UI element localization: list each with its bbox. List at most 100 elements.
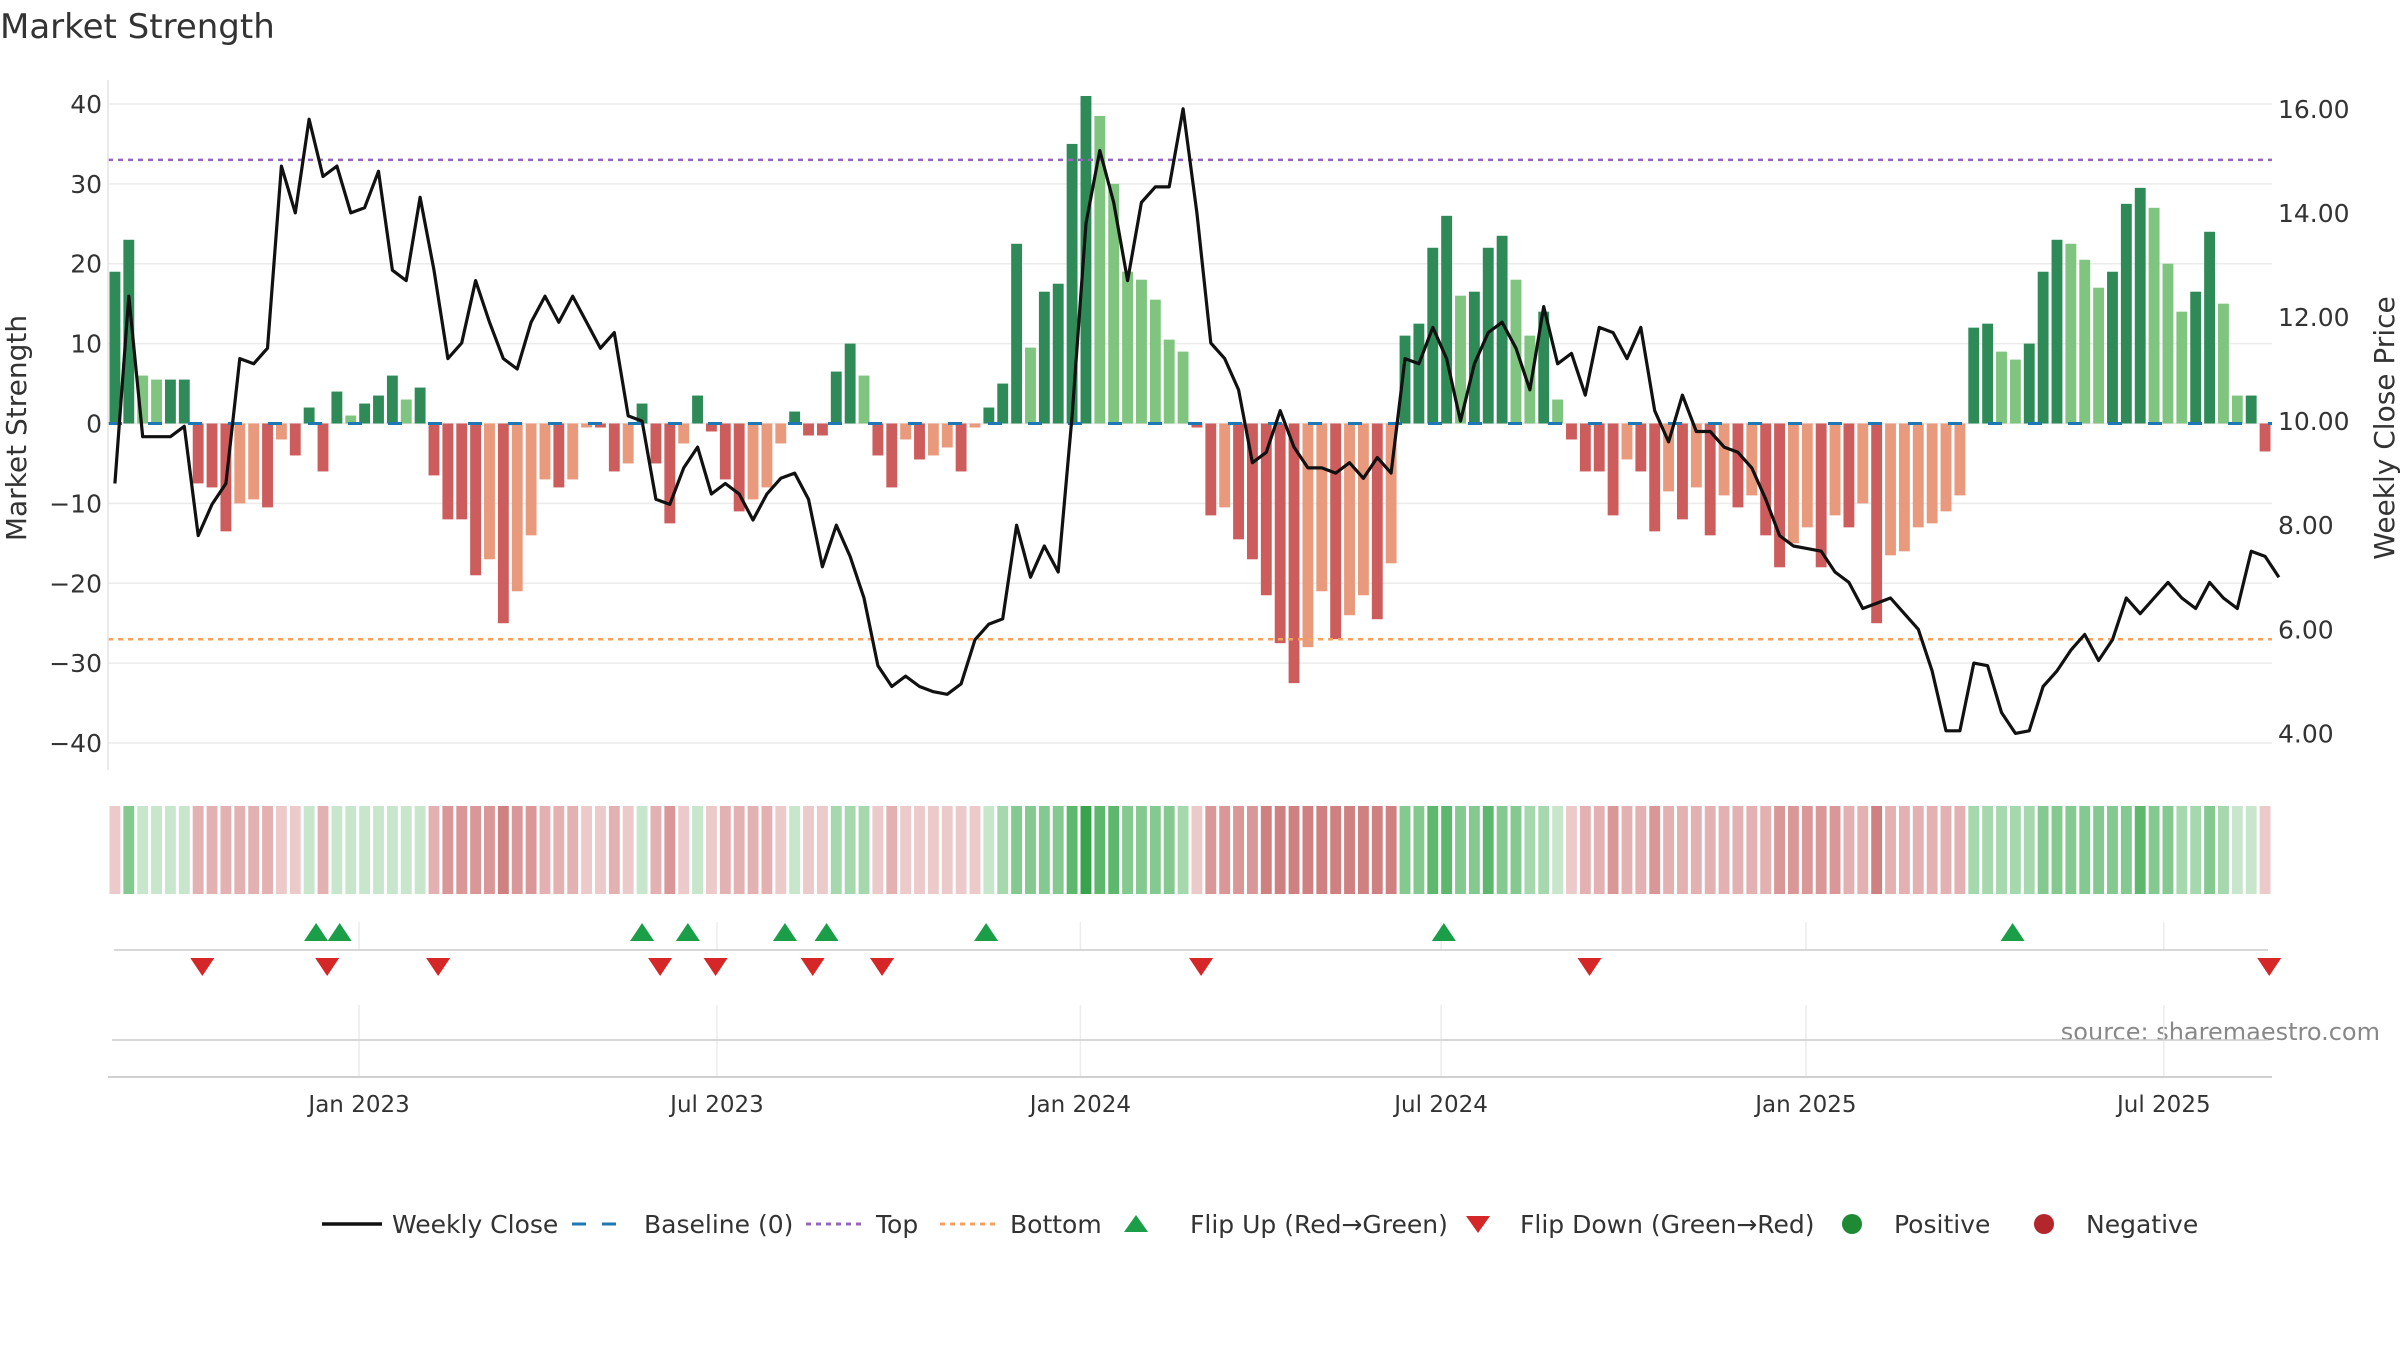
gauge-cell [248,806,260,894]
strength-bar [927,423,939,456]
strength-bar [1149,299,1161,424]
gauge-cell [2176,806,2188,894]
strength-bar [1954,423,1966,496]
gauge-cell [192,806,204,894]
gauge-cell [1912,806,1924,894]
strength-bar [595,423,606,428]
gauge-cell [2162,806,2174,894]
strength-bar [719,423,731,480]
legend-label: Bottom [1010,1210,1102,1239]
strength-bar [692,395,703,424]
gauge-cell [858,806,870,894]
strength-bar [1940,423,1952,512]
gauge-cell [1538,806,1550,894]
flip-up-marker [2000,923,2025,941]
gauge-cell [470,806,482,894]
gauge-cell [1316,806,1328,894]
strength-bar [775,423,787,444]
strength-bar [858,375,870,424]
strength-bar [886,423,898,488]
strength-bar [497,423,509,624]
gauge-cell [2218,806,2229,894]
gauge-cell [705,806,717,894]
strength-bar [1801,423,1813,528]
gauge-cell [164,806,176,894]
legend-label: Flip Up (Red→Green) [1190,1210,1448,1239]
flip-up-marker [814,923,839,941]
gauge-cell [1746,806,1758,894]
flip-up-marker [675,923,700,941]
gauge-cell [1052,806,1064,894]
gauge-cell [1371,806,1383,894]
gauge-cell [789,806,801,894]
gauge-cell [1871,806,1883,894]
strength-bar [872,423,884,456]
x-tick-label: Jul 2023 [668,1092,764,1118]
strength-bar [151,379,162,424]
strength-bar [2023,343,2035,424]
gauge-cell [678,806,690,894]
strength-bar [1538,311,1550,424]
strength-bar [275,423,287,440]
gauge-cell [1274,806,1286,894]
strength-bar [1052,283,1064,424]
strength-bar [1996,351,2007,424]
gauge-cell [2245,806,2257,894]
flip-down-marker [190,958,215,976]
flip-down-marker [2257,958,2282,976]
gauge-cell [2023,806,2035,894]
strength-bar [428,423,440,476]
gauge-cell [2037,806,2049,894]
gauge-cell [692,806,703,894]
gauge-cell [1621,806,1633,894]
y-tick-label-left: 0 [86,410,102,439]
strength-bar [386,375,398,424]
strength-bar [1524,335,1536,424]
flip-down-marker [426,958,451,976]
strength-bar [289,423,301,456]
gauge-cell [927,806,939,894]
flip-down-marker [1189,958,1214,976]
gauge-cell [1732,806,1744,894]
gauge-cell [1288,806,1300,894]
gauge-cell [2204,806,2216,894]
strength-bar [983,407,995,424]
strength-bar [900,423,912,440]
gauge-cell [1829,806,1841,894]
strength-bar [1122,271,1134,424]
strength-bar [803,423,814,436]
gauge-cell [2231,806,2243,894]
gauge-cell [1385,806,1397,894]
gauge-cell [497,806,509,894]
strength-bar [2190,291,2202,424]
gauge-cell [2079,806,2091,894]
strength-bar [1718,423,1730,496]
strength-bar [442,423,454,520]
gauge-cell [941,806,953,894]
strength-bar [345,415,357,424]
y-tick-label-left: 30 [70,170,102,199]
gauge-cell [525,806,537,894]
gauge-cell [2190,806,2202,894]
gauge-cell [567,806,579,894]
reference-lines [108,158,2272,641]
strength-bar [1288,423,1300,684]
strength-bar [1968,327,1980,424]
strength-bar [1704,423,1716,536]
gauge-cell [761,806,773,894]
gauge-cell [1940,806,1952,894]
gauge-cell [1885,806,1896,894]
strength-bar [1136,279,1147,424]
strength-bar [1219,423,1231,508]
gauge-cell [1122,806,1134,894]
legend-item: Flip Up (Red→Green) [1124,1210,1448,1239]
weekly-close-line [113,107,2281,735]
strength-bar [2204,231,2216,424]
legend-swatch-circle [2034,1214,2054,1234]
flip-up-marker [1431,923,1456,941]
strength-bar [747,423,759,500]
gauge-cell [664,806,676,894]
strength-bar [1399,335,1411,424]
strength-bar [844,343,856,424]
strength-bar [1621,423,1633,460]
